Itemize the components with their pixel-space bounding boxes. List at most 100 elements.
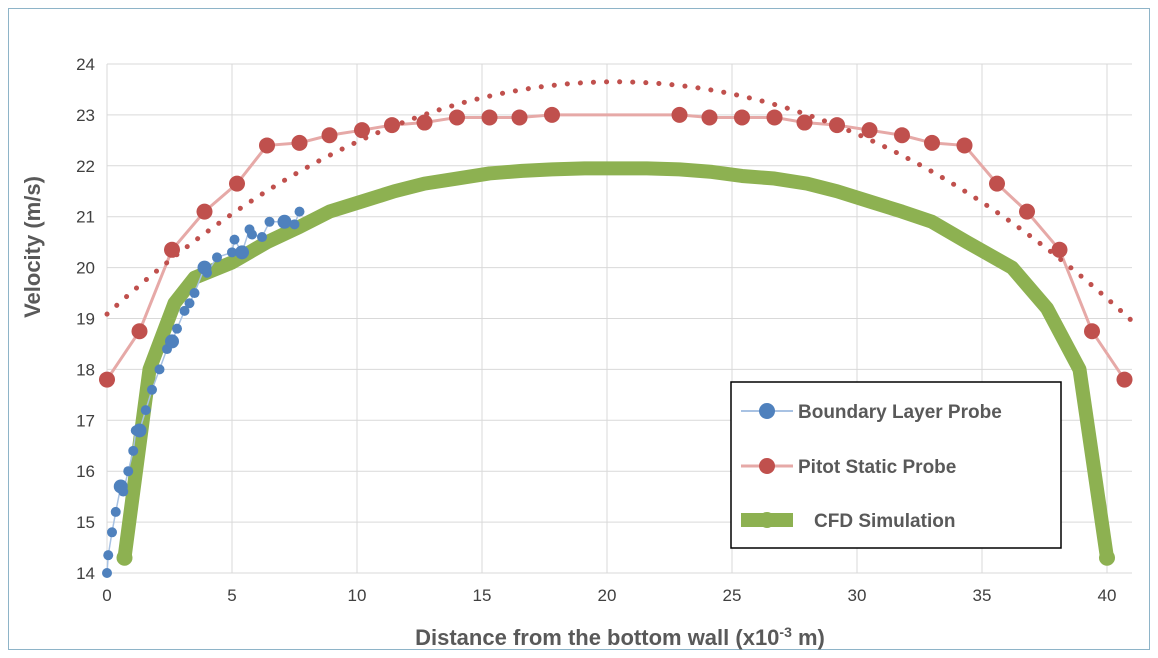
y-tick-label: 20 <box>76 259 95 278</box>
y-tick-label: 22 <box>76 157 95 176</box>
pitot-point <box>384 117 400 134</box>
pitot-point <box>131 323 148 340</box>
x-tick-label: 0 <box>102 586 111 605</box>
bl-point <box>277 214 292 229</box>
y-tick-label: 17 <box>76 411 95 430</box>
pitot-point <box>259 137 275 154</box>
bl-point <box>289 219 300 230</box>
pitot-point <box>671 106 688 123</box>
pitot-point <box>291 134 308 151</box>
legend-label-boundary-layer: Boundary Layer Probe <box>798 402 1002 423</box>
bl-point <box>179 305 190 316</box>
pitot-point <box>701 109 718 126</box>
bl-point <box>123 466 134 477</box>
pitot-point <box>861 122 878 139</box>
pitot-point <box>544 106 560 123</box>
pitot-point <box>734 109 750 126</box>
legend-label-pitot: Pitot Static Probe <box>798 457 956 478</box>
y-tick-label: 24 <box>76 55 95 74</box>
pitot-point <box>1084 323 1100 340</box>
cfd-line <box>117 161 1114 559</box>
pitot-point <box>1019 203 1035 220</box>
pitot-trendline <box>104 79 1135 324</box>
pitot-point <box>1116 371 1133 388</box>
pitot-point <box>99 371 115 388</box>
y-tick-label: 18 <box>76 360 95 379</box>
bl-point <box>132 423 147 438</box>
legend-marker-boundary-layer <box>759 403 775 419</box>
bl-point <box>189 288 200 299</box>
bl-point <box>118 486 129 497</box>
pitot-point <box>481 109 498 126</box>
x-tick-label: 40 <box>1098 586 1117 605</box>
x-tick-label: 35 <box>973 586 992 605</box>
bl-point <box>247 229 257 240</box>
bl-point <box>294 206 305 217</box>
x-tick-label: 10 <box>348 586 367 605</box>
y-axis-title: Velocity (m/s) <box>20 176 45 318</box>
bl-point <box>140 405 151 416</box>
pitot-point <box>989 175 1005 192</box>
bl-point <box>212 252 222 263</box>
bl-point <box>264 216 275 227</box>
y-tick-label: 16 <box>76 462 95 481</box>
bl-point <box>154 364 165 375</box>
x-axis-ticks: 0 5 10 15 20 25 30 35 40 <box>102 586 1116 605</box>
x-tick-label: 15 <box>473 586 492 605</box>
pitot-line <box>105 113 1126 381</box>
pitot-point <box>796 114 813 131</box>
bl-point <box>235 245 249 260</box>
bl-point <box>165 334 179 349</box>
pitot-point <box>1051 241 1068 258</box>
bl-point <box>257 232 267 243</box>
bl-point <box>184 298 195 309</box>
pitot-point <box>511 109 528 126</box>
legend-item-pitot-static-probe: Pitot Static Probe <box>741 457 956 478</box>
legend-item-cfd-simulation: CFD Simulation <box>741 511 955 532</box>
pitot-trendline-path <box>104 79 1135 324</box>
cfd-point <box>116 549 133 566</box>
bl-point <box>107 527 117 538</box>
pitot-point <box>449 109 465 126</box>
pitot-point <box>229 175 245 192</box>
bl-point <box>202 267 212 278</box>
bl-point <box>110 506 121 517</box>
y-tick-label: 15 <box>76 513 95 532</box>
legend-marker-cfd <box>759 512 775 528</box>
legend-marker-pitot <box>759 458 775 474</box>
x-tick-label: 20 <box>598 586 617 605</box>
pitot-point <box>321 127 338 144</box>
pitot-point <box>354 122 370 139</box>
y-tick-label: 14 <box>76 564 95 583</box>
pitot-point <box>766 109 783 126</box>
legend-item-boundary-layer-probe: Boundary Layer Probe <box>741 402 1002 423</box>
pitot-point <box>196 203 213 220</box>
x-tick-label: 25 <box>723 586 742 605</box>
bl-point <box>103 550 114 561</box>
bl-point <box>172 323 182 334</box>
series-cfd-simulation <box>116 161 1115 566</box>
pitot-point <box>894 127 910 144</box>
bl-point <box>128 445 139 456</box>
bl-point <box>229 234 240 245</box>
series-pitot-static-probe <box>99 106 1133 388</box>
y-tick-label: 21 <box>76 208 95 227</box>
y-tick-label: 19 <box>76 310 95 329</box>
y-tick-label: 23 <box>76 106 95 125</box>
x-tick-label: 30 <box>848 586 867 605</box>
x-axis-title: Distance from the bottom wall (x10-3 m) <box>415 624 825 650</box>
bl-point <box>227 247 237 258</box>
pitot-point <box>924 134 940 151</box>
y-axis-ticks: 14 15 16 17 18 19 20 21 22 23 24 <box>76 55 95 583</box>
series-boundary-layer-probe <box>102 206 305 578</box>
pitot-point <box>416 114 433 131</box>
bl-point <box>102 568 112 578</box>
x-tick-label: 5 <box>227 586 236 605</box>
bl-point <box>147 384 157 395</box>
legend: Boundary Layer Probe Pitot Static Probe … <box>730 381 1062 549</box>
pitot-point <box>956 137 973 154</box>
cfd-point <box>1099 549 1115 566</box>
legend-label-cfd: CFD Simulation <box>814 511 955 532</box>
